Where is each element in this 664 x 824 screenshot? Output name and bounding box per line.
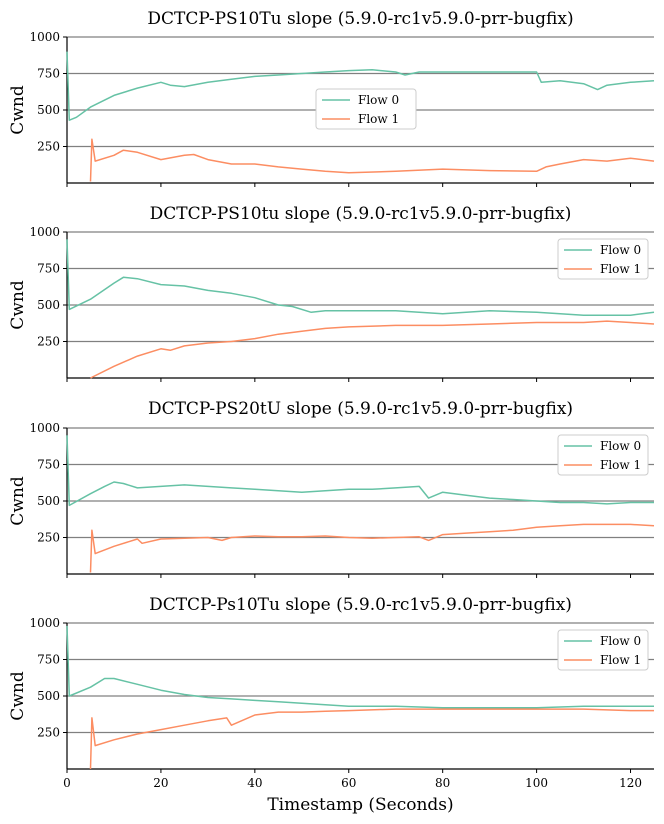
chart-panel-1: DCTCP-PS10Tu slope (5.9.0-rc1v5.9.0-prr-…: [8, 9, 655, 187]
y-tick-label: 750: [37, 67, 60, 81]
y-tick-label: 500: [37, 298, 60, 312]
chart-panel-2: DCTCP-PS10tu slope (5.9.0-rc1v5.9.0-prr-…: [8, 204, 655, 382]
y-tick-label: 250: [37, 140, 60, 154]
series-line-flow-0: [66, 51, 655, 121]
series-line-flow-0: [66, 625, 654, 709]
y-tick-label: 250: [37, 335, 60, 349]
y-axis-label: Cwnd: [8, 476, 28, 526]
legend-label-flow-1: Flow 1: [600, 458, 641, 472]
legend: Flow 0 Flow 1: [315, 88, 417, 130]
legend-label-flow-0: Flow 0: [600, 243, 641, 257]
y-tick-label: 500: [37, 494, 60, 508]
y-axis-label: Cwnd: [8, 85, 28, 135]
series-line-flow-1: [90, 320, 655, 379]
y-axis-label: Cwnd: [8, 280, 28, 330]
y-tick-label: 250: [37, 531, 60, 545]
x-tick-label: 40: [247, 776, 262, 790]
y-tick-label: 750: [37, 653, 60, 667]
legend: Flow 0 Flow 1: [557, 434, 649, 476]
series-line-flow-0: [66, 239, 655, 316]
x-tick-label: 0: [63, 776, 71, 790]
y-tick-label: 1000: [29, 616, 60, 630]
legend-label-flow-1: Flow 1: [600, 653, 641, 667]
y-tick-label: 750: [37, 458, 60, 472]
x-tick-label: 120: [619, 776, 642, 790]
chart-panel-4: DCTCP-Ps10Tu slope (5.9.0-rc1v5.9.0-prr-…: [8, 595, 654, 790]
legend-label-flow-0: Flow 0: [600, 634, 641, 648]
y-tick-label: 500: [37, 103, 60, 117]
x-tick-label: 80: [435, 776, 450, 790]
y-tick-label: 1000: [29, 225, 60, 239]
series-line-flow-1: [89, 708, 654, 770]
x-tick-label: 100: [525, 776, 548, 790]
legend-label-flow-1: Flow 1: [600, 262, 641, 276]
y-tick-label: 750: [37, 262, 60, 276]
y-axis-label: Cwnd: [8, 671, 28, 721]
chart-title: DCTCP-PS20tU slope (5.9.0-rc1v5.9.0-prr-…: [148, 399, 573, 419]
legend: Flow 0 Flow 1: [557, 238, 649, 280]
chart-title: DCTCP-Ps10Tu slope (5.9.0-rc1v5.9.0-prr-…: [149, 595, 572, 615]
x-axis-label: Timestamp (Seconds): [267, 795, 453, 815]
chart-title: DCTCP-PS10tu slope (5.9.0-rc1v5.9.0-prr-…: [150, 204, 572, 224]
chart-title: DCTCP-PS10Tu slope (5.9.0-rc1v5.9.0-prr-…: [147, 9, 573, 29]
series-line-flow-1: [89, 138, 655, 182]
chart-panel-3: DCTCP-PS20tU slope (5.9.0-rc1v5.9.0-prr-…: [8, 399, 655, 578]
y-tick-label: 1000: [29, 30, 60, 44]
x-tick-label: 60: [341, 776, 356, 790]
legend-label-flow-1: Flow 1: [358, 112, 399, 126]
y-tick-label: 1000: [29, 421, 60, 435]
series-line-flow-0: [66, 435, 654, 507]
y-tick-label: 250: [37, 726, 60, 740]
y-tick-label: 500: [37, 689, 60, 703]
legend-label-flow-0: Flow 0: [600, 439, 641, 453]
x-tick-label: 20: [153, 776, 168, 790]
legend: Flow 0 Flow 1: [557, 629, 649, 671]
legend-label-flow-0: Flow 0: [358, 93, 399, 107]
series-line-flow-1: [89, 523, 655, 573]
